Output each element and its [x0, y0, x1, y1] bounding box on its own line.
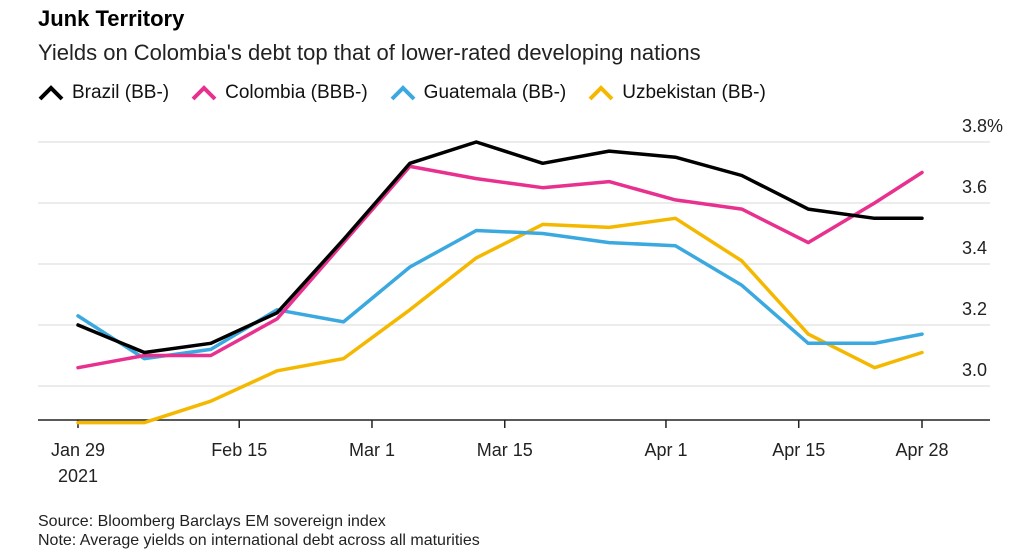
source-note: Source: Bloomberg Barclays EM sovereign …	[38, 513, 386, 530]
y-tick-label: 3.2	[962, 299, 987, 319]
x-tick-label: Apr 15	[772, 440, 825, 460]
legend-label-brazil: Brazil (BB-)	[72, 82, 170, 103]
legend-swatch-brazil	[38, 85, 64, 101]
legend-label-uzbekistan: Uzbekistan (BB-)	[622, 82, 766, 103]
x-tick-label: Jan 29	[51, 440, 105, 460]
legend-item-uzbekistan: Uzbekistan (BB-)	[588, 82, 766, 104]
series-line-colombia	[76, 164, 924, 370]
series-line-brazil	[76, 140, 924, 355]
x-tick-label: Feb 15	[211, 440, 267, 460]
legend-item-brazil: Brazil (BB-)	[38, 82, 169, 104]
legend-item-colombia: Colombia (BBB-)	[191, 82, 368, 104]
x-tick-label: Apr 1	[644, 440, 687, 460]
legend-swatch-colombia	[191, 85, 217, 101]
legend-label-guatemala: Guatemala (BB-)	[423, 82, 567, 103]
footnote: Note: Average yields on international de…	[38, 532, 480, 549]
y-tick-label: 3.8%	[962, 116, 1003, 136]
x-tick-sublabel: 2021	[58, 466, 98, 486]
y-tick-label: 3.4	[962, 238, 987, 258]
y-tick-label: 3.6	[962, 177, 987, 197]
legend: Brazil (BB-) Colombia (BBB-) Guatemala (…	[38, 82, 766, 104]
legend-label-colombia: Colombia (BBB-)	[225, 82, 368, 103]
legend-swatch-uzbekistan	[588, 85, 614, 101]
chart-title: Junk Territory	[38, 6, 185, 31]
footer: Source: Bloomberg Barclays EM sovereign …	[38, 512, 480, 550]
y-tick-label: 3.0	[962, 360, 987, 380]
x-tick-label: Mar 1	[349, 440, 395, 460]
series-line-guatemala	[76, 228, 924, 361]
legend-item-guatemala: Guatemala (BB-)	[390, 82, 567, 104]
legend-swatch-guatemala	[390, 85, 416, 101]
series-line-uzbekistan	[76, 216, 924, 425]
x-tick-label: Apr 28	[895, 440, 948, 460]
x-tick-label: Mar 15	[477, 440, 533, 460]
chart-subtitle: Yields on Colombia's debt top that of lo…	[38, 40, 701, 65]
